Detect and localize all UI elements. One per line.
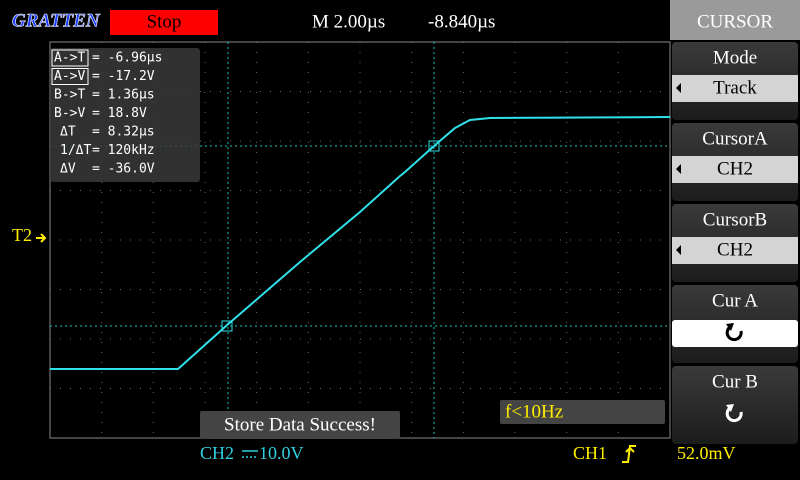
menu-item-value: CH2	[717, 239, 753, 260]
measurement-label: 1/ΔT	[60, 143, 91, 158]
rotate-icon	[725, 325, 743, 342]
menu-panel[interactable]	[672, 366, 798, 444]
measurement-label: ΔV	[60, 162, 76, 177]
message-box	[200, 411, 400, 439]
menu-value-box	[672, 156, 798, 183]
rotate-arrowhead	[726, 323, 734, 331]
time-offset: -8.840µs	[428, 11, 495, 32]
run-status: Stop	[147, 11, 182, 32]
measurement-value: = 8.32µs	[92, 125, 155, 140]
left-arrow	[676, 245, 681, 255]
menu-header	[670, 0, 800, 40]
trigger-edge-icon	[622, 445, 636, 463]
ch1-label: CH1	[573, 443, 607, 463]
measurement-value: = -17.2V	[92, 69, 155, 84]
cursor-b-marker	[428, 140, 440, 152]
frequency-box	[500, 400, 665, 424]
menu-item-title: Cur A	[712, 290, 758, 311]
label-highlight	[51, 68, 89, 85]
measurement-label: A->T	[54, 51, 85, 66]
cursors	[50, 42, 670, 438]
measurement-value: = -36.0V	[92, 162, 155, 177]
ch2-scale: 10.0V	[259, 443, 304, 463]
menu-item-title: CursorB	[703, 209, 767, 230]
measurement-value: = 1.36µs	[92, 88, 155, 103]
measurement-label: B->T	[54, 88, 85, 103]
left-arrow	[676, 164, 681, 174]
ch2-label: CH2	[200, 443, 234, 463]
frequency: f<10Hz	[505, 401, 563, 422]
measurement-value: = -6.96µs	[92, 51, 162, 66]
menu-item-title: Cur B	[712, 371, 758, 392]
menu-title: CURSOR	[697, 11, 773, 32]
timebase: M 2.00µs	[312, 11, 385, 32]
waveform-trace	[50, 116, 671, 370]
rotate-arrowhead	[726, 404, 734, 412]
menu-value-box	[672, 75, 798, 102]
measurement-label: B->V	[54, 106, 85, 121]
left-arrow	[676, 83, 681, 93]
measurements: A->T = -6.96µs A->V = -17.2V B->T = 1.36µs B->…	[51, 49, 162, 177]
measurement-label: A->V	[54, 69, 85, 84]
menu: Mode Track CursorA CH2 CursorB CH2 Cur A Cur B	[672, 42, 798, 444]
grid	[50, 42, 670, 438]
measurement-value: = 120kHz	[92, 143, 155, 158]
cursor-a-marker	[221, 320, 233, 332]
status-badge	[110, 10, 218, 35]
brand: GRATTEN	[12, 10, 101, 31]
trigger-arrow	[36, 233, 47, 243]
measurement-label: ΔT	[60, 125, 76, 140]
menu-value-box	[672, 237, 798, 264]
menu-item-value: Track	[713, 77, 757, 98]
menu-item-title: CursorA	[702, 128, 768, 149]
measurement-value: = 18.8V	[92, 106, 147, 121]
label-highlight	[51, 49, 89, 67]
trigger-level: 52.0mV	[677, 443, 736, 463]
trigger-marker: T2	[12, 225, 32, 245]
menu-item-title: Mode	[713, 47, 757, 68]
rotate-icon	[725, 406, 743, 423]
coupling-symbol	[242, 450, 258, 458]
menu-selected-box	[672, 320, 798, 347]
menu-item-value: CH2	[717, 158, 753, 179]
message: Store Data Success!	[224, 414, 376, 435]
